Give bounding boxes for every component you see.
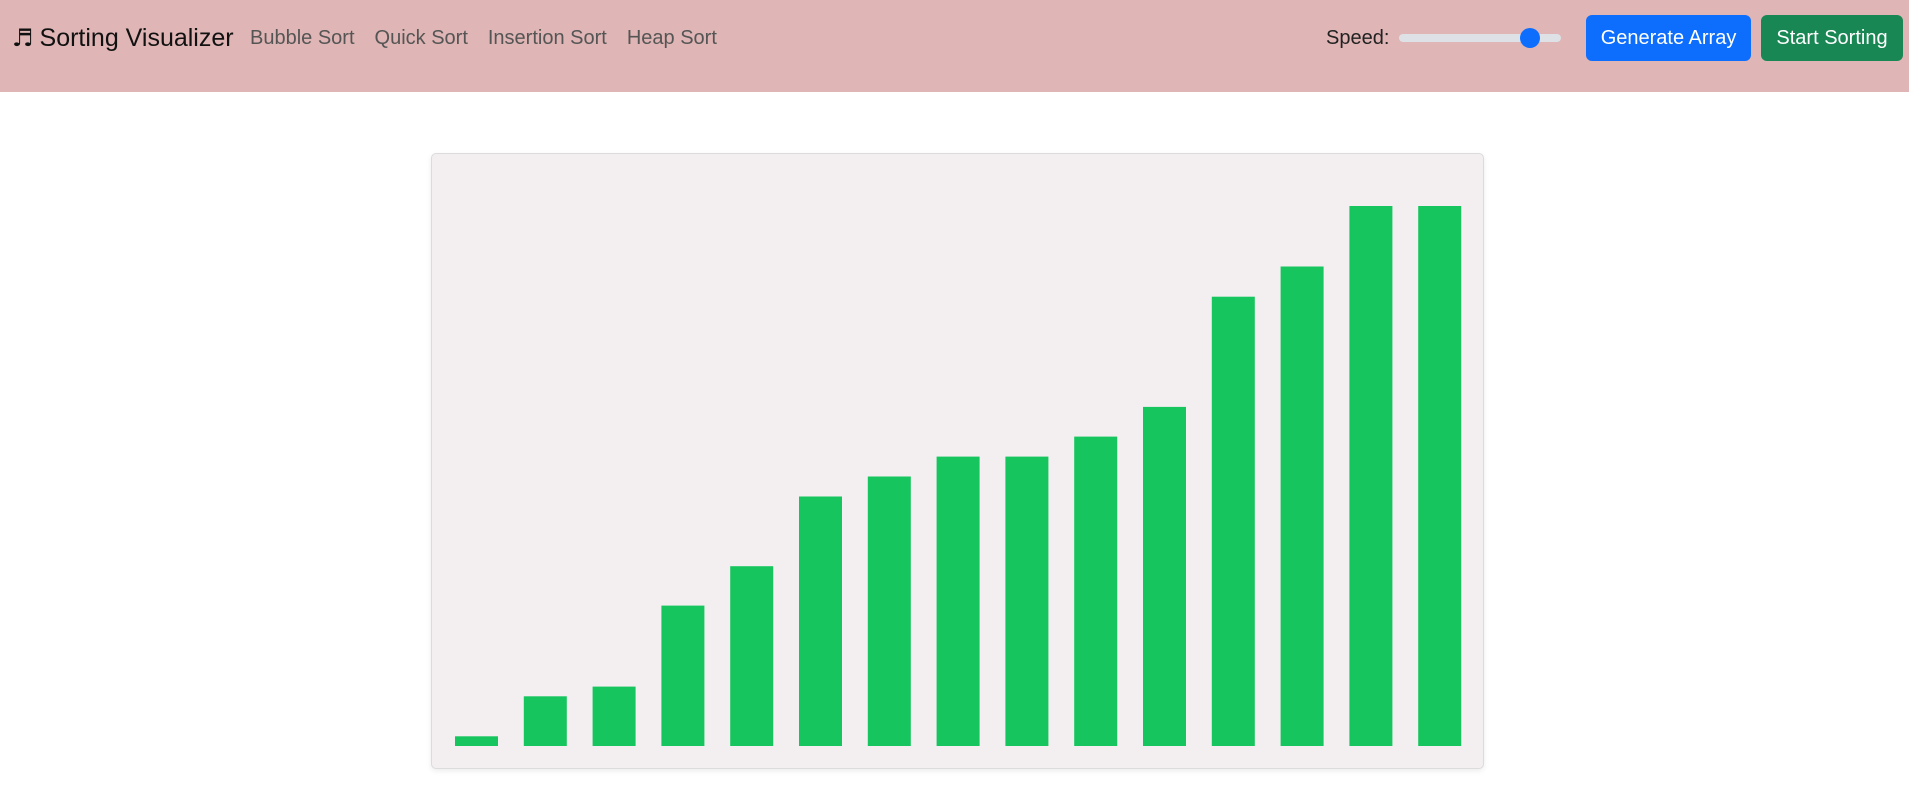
bar-chart <box>455 206 1462 746</box>
music-note-icon: ♬ <box>12 24 34 52</box>
nav-link-heap-sort[interactable]: Heap Sort <box>626 26 717 49</box>
speed-slider[interactable] <box>1399 26 1562 50</box>
bar-8 <box>936 456 980 746</box>
bar-2 <box>523 696 567 746</box>
bar-chart-container <box>431 153 1484 769</box>
bar-15 <box>1418 206 1462 746</box>
bar-13 <box>1280 266 1324 746</box>
nav-link-insertion-sort[interactable]: Insertion Sort <box>487 26 607 49</box>
speed-label: Speed: <box>1326 26 1390 49</box>
nav-links: Bubble Sort Quick Sort Insertion Sort He… <box>250 20 737 56</box>
navbar: ♬ Sorting Visualizer Bubble Sort Quick S… <box>0 0 1909 92</box>
bar-7 <box>867 476 911 746</box>
brand-title: Sorting Visualizer <box>39 23 234 52</box>
bar-6 <box>799 496 842 746</box>
bar-5 <box>730 566 774 746</box>
bar-1 <box>455 736 498 746</box>
speed-slider-thumb[interactable] <box>1520 28 1541 48</box>
bar-14 <box>1349 206 1393 746</box>
bar-4 <box>661 605 705 746</box>
bar-10 <box>1074 436 1118 746</box>
speed-slider-track[interactable] <box>1399 34 1562 42</box>
bar-11 <box>1143 406 1186 746</box>
bar-3 <box>592 686 636 746</box>
bar-9 <box>1005 456 1049 746</box>
brand[interactable]: ♬ Sorting Visualizer <box>12 20 234 56</box>
start-sorting-button[interactable]: Start Sorting <box>1761 15 1903 61</box>
generate-array-button[interactable]: Generate Array <box>1586 15 1751 61</box>
bar-12 <box>1211 296 1255 746</box>
nav-link-bubble-sort[interactable]: Bubble Sort <box>250 26 355 49</box>
speed-control: Speed: <box>1326 20 1562 56</box>
nav-link-quick-sort[interactable]: Quick Sort <box>374 26 468 49</box>
